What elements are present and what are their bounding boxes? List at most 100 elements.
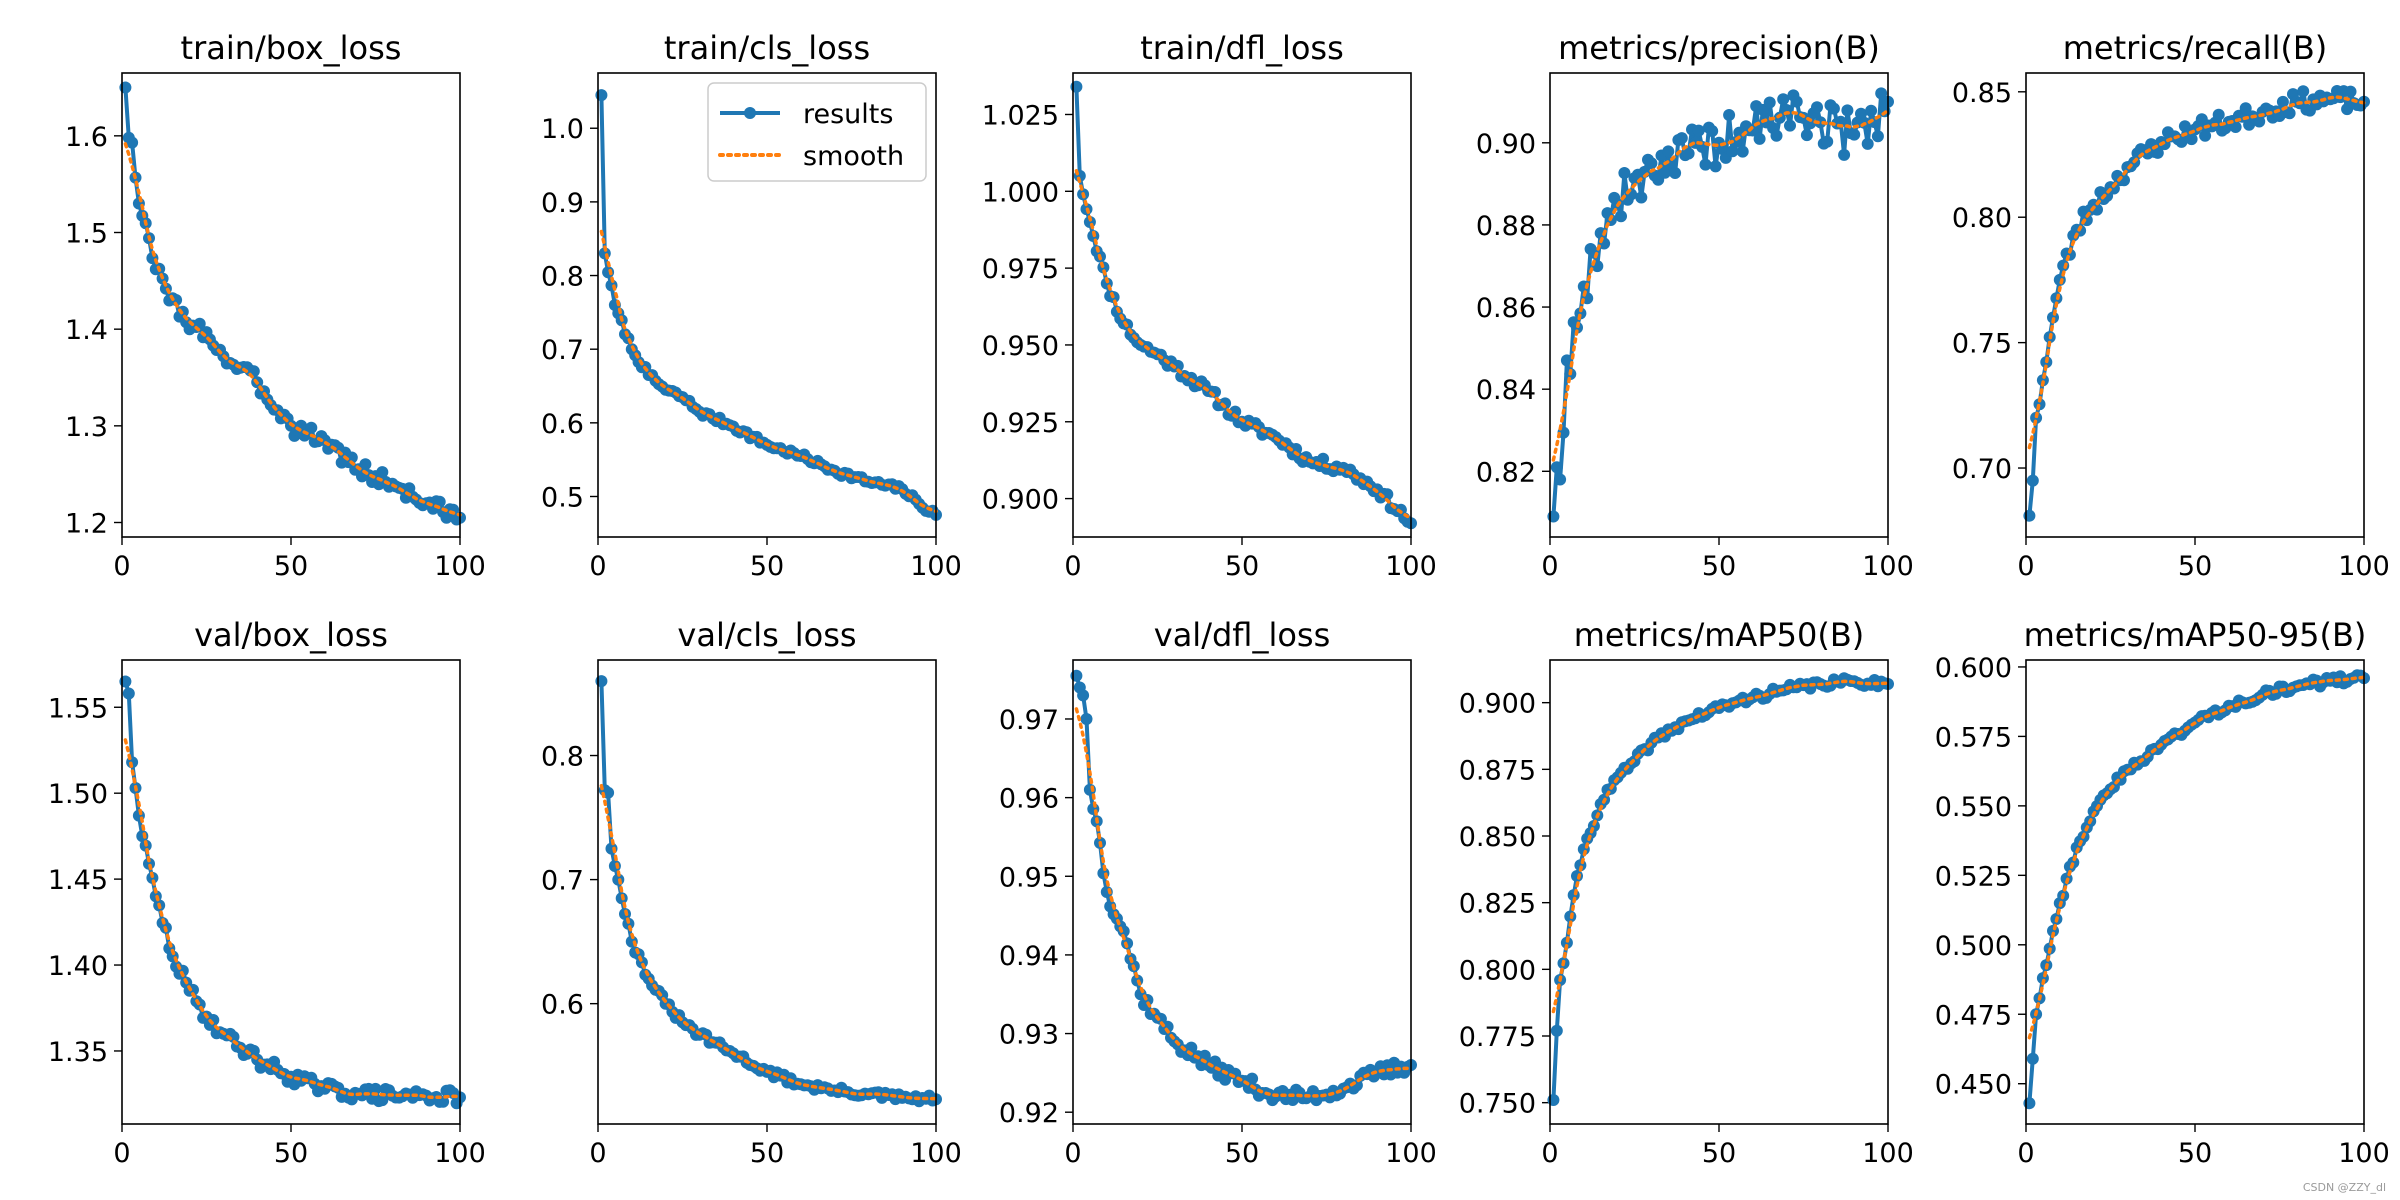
results-point <box>1675 132 1688 145</box>
y-tick-label: 0.750 <box>1459 1089 1536 1120</box>
smooth-line <box>1074 707 1413 1098</box>
results-point <box>1871 130 1884 143</box>
results-point <box>1790 95 1803 108</box>
axes-frame <box>121 659 461 1125</box>
x-tick-label: 100 <box>1862 551 1914 582</box>
y-tick-label: 0.96 <box>999 784 1059 815</box>
results-point <box>1161 1020 1174 1033</box>
x-tick-label: 0 <box>2017 1138 2034 1169</box>
results-point <box>1550 461 1563 474</box>
results-point <box>1290 443 1303 455</box>
results-point <box>1723 109 1736 121</box>
y-tick-label: 0.975 <box>982 254 1059 285</box>
results-point <box>2199 129 2212 142</box>
subplot-5: val/box_loss 1.35 1.40 1.45 1.50 1.55 0 50 100 <box>48 616 486 1169</box>
results-point <box>1777 93 1790 106</box>
y-tick-label: 1.2 <box>65 509 108 540</box>
results-point <box>1171 359 1184 372</box>
x-tick-label: 50 <box>750 1138 784 1169</box>
results-point <box>1574 307 1587 320</box>
results-point <box>126 136 139 149</box>
results-point <box>1594 227 1607 240</box>
x-tick-label: 100 <box>2338 1138 2390 1169</box>
subplot-0: train/box_loss 1.2 1.3 1.4 1.5 1.6 0 50 100 <box>65 29 486 582</box>
y-tick-label: 0.800 <box>1459 955 1536 986</box>
x-tick-label: 100 <box>1385 1138 1437 1169</box>
subplot-title: train/cls_loss <box>664 29 870 67</box>
results-point <box>1709 160 1722 173</box>
axes-frame <box>1549 659 1889 1125</box>
results-point <box>1848 128 1861 141</box>
y-tick-label: 0.7 <box>541 866 584 897</box>
y-tick-label: 0.8 <box>541 262 584 293</box>
x-tick-label: 50 <box>2178 551 2212 582</box>
smooth-line <box>2027 95 2366 450</box>
y-tick-label: 0.450 <box>1935 1070 2012 1101</box>
results-point <box>1658 166 1671 179</box>
results-point <box>1317 452 1330 465</box>
results-point <box>1861 137 1874 150</box>
axes-frame <box>2025 659 2365 1125</box>
results-point <box>1615 210 1627 223</box>
results-point <box>2178 120 2191 133</box>
results-point <box>359 458 372 471</box>
x-tick-label: 100 <box>910 551 962 582</box>
smooth-line <box>123 142 462 517</box>
results-point <box>1682 147 1695 160</box>
results-point <box>1770 129 1783 142</box>
legend-results-marker <box>744 107 756 119</box>
x-tick-label: 100 <box>1385 551 1437 582</box>
results-point <box>1618 167 1631 179</box>
results-point <box>122 687 135 700</box>
y-tick-label: 0.70 <box>1952 454 2012 485</box>
y-tick-label: 0.875 <box>1459 755 1536 786</box>
results-point <box>1753 132 1766 145</box>
results-point <box>2344 85 2357 98</box>
x-tick-label: 50 <box>274 551 308 582</box>
subplot-1: train/cls_loss 0.5 0.6 0.7 0.8 0.9 1.0 0 50 100 re… <box>541 29 962 582</box>
subplot-title: val/dfl_loss <box>1154 616 1331 654</box>
axes-frame <box>121 72 461 538</box>
results-point <box>1645 157 1658 170</box>
results-point <box>345 451 358 464</box>
results-point <box>1706 125 1719 137</box>
legend-results-label: results <box>803 99 893 130</box>
x-tick-label: 0 <box>1541 1138 1558 1169</box>
smooth-line <box>1074 169 1413 520</box>
subplot-title: metrics/precision(B) <box>1558 29 1880 67</box>
watermark: CSDN @ZZY_dl <box>2302 1181 2386 1194</box>
x-tick-label: 100 <box>910 1138 962 1169</box>
y-tick-label: 1.3 <box>65 412 108 443</box>
results-point <box>1692 124 1705 137</box>
y-tick-label: 0.94 <box>999 941 1059 972</box>
legend-smooth-label: smooth <box>803 141 904 172</box>
subplot-title: train/box_loss <box>181 29 402 67</box>
subplot-2: train/dfl_loss 0.900 0.925 0.950 0.975 1.000 1… <box>982 29 1437 582</box>
y-tick-label: 0.82 <box>1476 457 1536 488</box>
results-point <box>2283 107 2296 120</box>
y-tick-label: 0.525 <box>1935 861 2012 892</box>
axes-frame <box>1072 72 1412 538</box>
legend: results smooth <box>707 82 927 182</box>
x-tick-label: 0 <box>1064 551 1081 582</box>
y-tick-label: 0.6 <box>541 990 584 1021</box>
subplot-4: metrics/recall(B) 0.70 0.75 0.80 0.85 0 50 100 <box>1952 29 2390 582</box>
results-point <box>1080 713 1093 725</box>
x-tick-label: 50 <box>274 1138 308 1169</box>
results-point <box>1246 1072 1259 1085</box>
results-point <box>1827 102 1840 115</box>
x-tick-label: 0 <box>2017 551 2034 582</box>
results-point <box>2107 182 2120 195</box>
subplot-9: metrics/mAP50-95(B) 0.450 0.475 0.500 0.525 0… <box>1935 616 2390 1169</box>
x-tick-label: 0 <box>589 551 606 582</box>
x-tick-label: 0 <box>113 1138 130 1169</box>
subplot-6: val/cls_loss 0.6 0.7 0.8 0 50 100 <box>541 616 962 1169</box>
x-tick-label: 0 <box>589 1138 606 1169</box>
results-point <box>1784 119 1796 132</box>
results-line <box>2027 89 2366 516</box>
results-point <box>1865 104 1878 117</box>
results-point <box>2253 115 2266 128</box>
y-tick-label: 1.35 <box>48 1037 108 1068</box>
results-point <box>1855 107 1867 120</box>
results-line <box>1074 86 1412 526</box>
